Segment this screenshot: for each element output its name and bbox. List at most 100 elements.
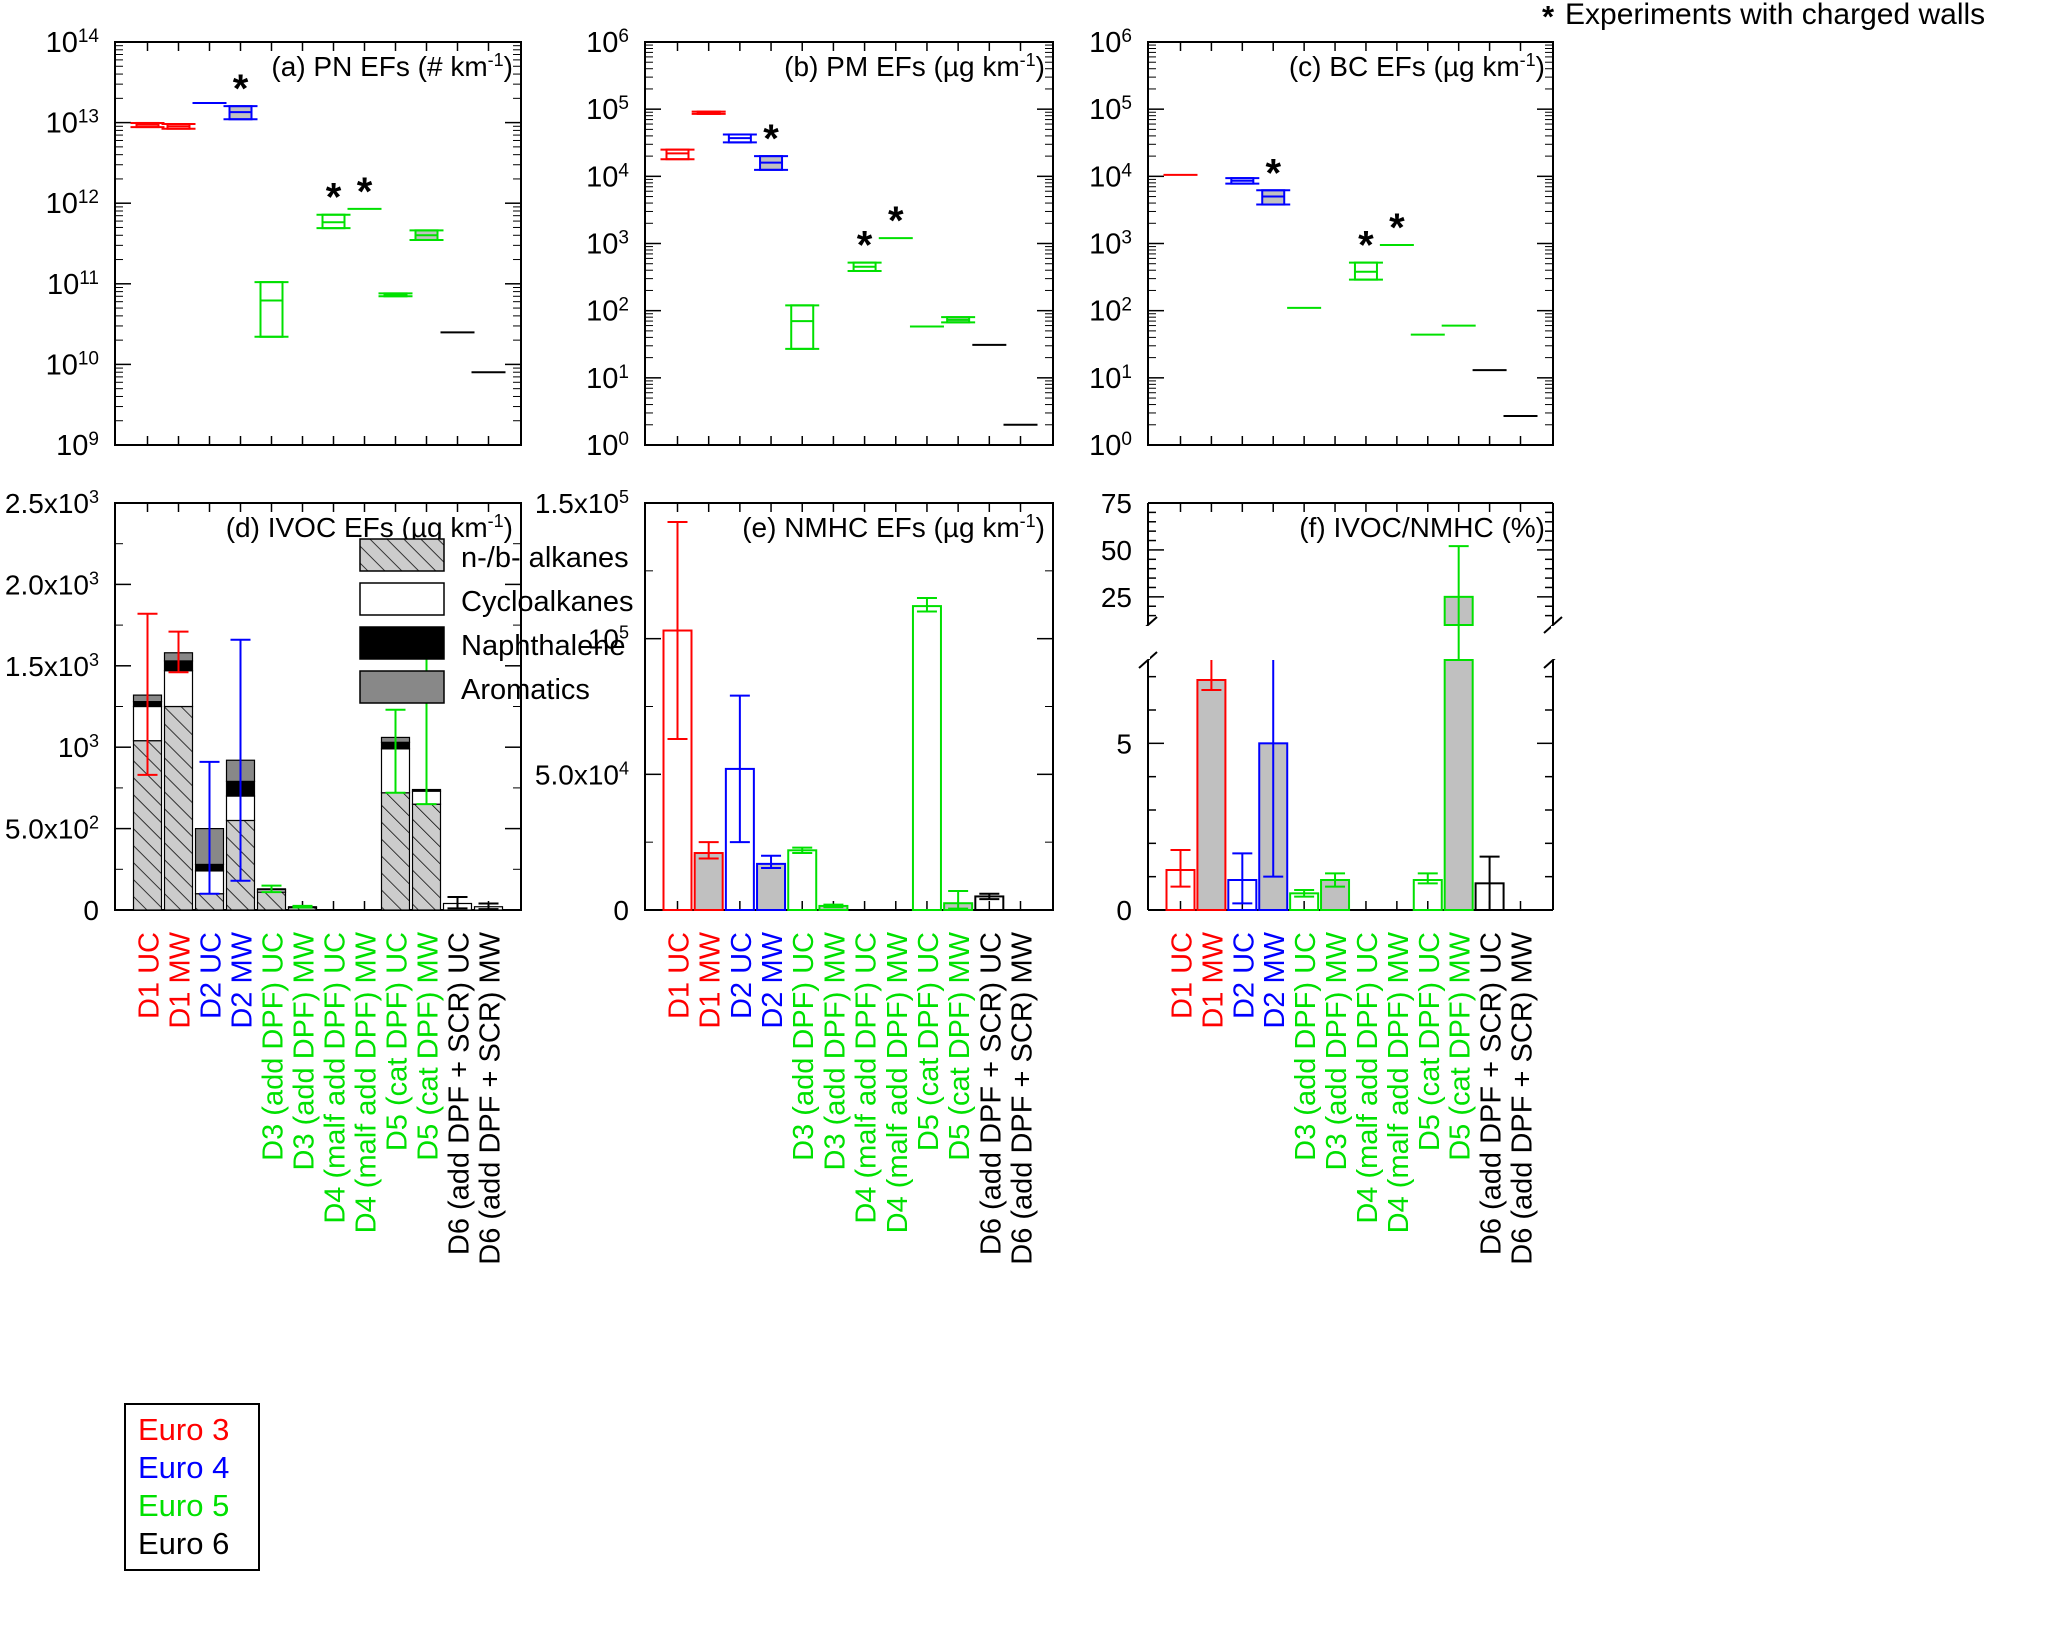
data-bar — [818, 903, 849, 911]
data-box — [691, 110, 726, 115]
charged-wall-star: * — [326, 176, 342, 220]
charged-wall-star: * — [1389, 206, 1405, 250]
euro-legend-item: Euro 6 — [138, 1526, 230, 1561]
category-label: D6 (add DPF + SCR) MW — [1507, 931, 1539, 1264]
category-label: D1 UC — [664, 932, 696, 1019]
y-tick-label: 103 — [1089, 227, 1132, 261]
charged-wall-star: * — [888, 199, 904, 243]
chart-panel-a: 109 1010 1011 1012 1013 1014 (a) PN EFs (# km-… — [46, 26, 522, 462]
bar-segment-cycloalkanes — [163, 670, 194, 708]
y-tick-label: 0 — [613, 895, 629, 926]
data-box: * — [878, 199, 913, 243]
chart-panel-e: 0 5.0x104 105 1.5x105 (e) NMHC EFs (µg km-1) — [535, 487, 1054, 926]
data-box: * — [347, 170, 382, 214]
y-tick-label: 5.0x104 — [535, 758, 629, 790]
y-tick-label: 75 — [1101, 488, 1132, 519]
data-bar — [163, 630, 194, 911]
y-tick-label: 101 — [586, 361, 629, 395]
data-bar — [662, 520, 693, 911]
category-label: D4 (malf add DPF) UC — [1352, 932, 1384, 1224]
data-bar — [724, 694, 755, 912]
category-label: D5 (cat DPF) UC — [1414, 932, 1446, 1151]
legend-swatch — [359, 670, 445, 704]
data-box — [660, 148, 695, 161]
data-bar — [194, 760, 225, 911]
y-tick-label: 105 — [586, 93, 629, 127]
axis-break-mark — [1543, 616, 1563, 634]
legend-label: n-/b- alkanes — [461, 542, 629, 574]
category-label: D6 (add DPF + SCR) MW — [1007, 931, 1039, 1264]
category-label: D1 MW — [695, 931, 727, 1028]
y-tick-label: 1.5x103 — [5, 650, 99, 682]
panel-title: (e) NMHC EFs (µg km-1) — [742, 511, 1045, 543]
y-tick-label: 103 — [58, 731, 99, 763]
data-bar — [1258, 660, 1289, 911]
y-tick-label: 0 — [1116, 895, 1132, 926]
y-tick-label: 105 — [1089, 93, 1132, 127]
y-tick-label: 1011 — [47, 267, 99, 301]
data-bar — [756, 854, 787, 912]
y-tick-label: 25 — [1101, 582, 1132, 613]
data-bar — [787, 846, 818, 911]
data-bar — [132, 612, 163, 911]
euro-legend-item: Euro 5 — [138, 1488, 230, 1523]
category-label: D2 MW — [227, 931, 259, 1028]
category-label: D4 (malf add DPF) MW — [1383, 931, 1415, 1233]
category-label: D3 (add DPF) UC — [788, 932, 820, 1161]
axis-break-gap — [1551, 626, 1565, 659]
panel-title: (c) BC EFs (µg km-1) — [1289, 50, 1545, 82]
y-tick-label: 104 — [586, 160, 629, 194]
y-tick-label: 106 — [1089, 26, 1132, 60]
bar-segment-alkanes — [256, 891, 287, 911]
legend-label: Aromatics — [461, 674, 590, 706]
y-tick-label: 100 — [1089, 429, 1132, 463]
y-tick-label: 102 — [586, 294, 629, 328]
data-box — [254, 281, 289, 338]
charged-wall-star: * — [1358, 224, 1374, 268]
charged-walls-note: * Experiments with charged walls — [1542, 0, 1985, 34]
data-bar — [1320, 872, 1351, 911]
data-box — [161, 123, 196, 130]
panel-title: (d) IVOC EFs (µg km-1) — [226, 511, 513, 543]
plot-frame — [644, 41, 1054, 446]
category-label: D2 UC — [1228, 932, 1260, 1019]
category-label: D1 MW — [1197, 931, 1229, 1028]
euro-legend-item: Euro 3 — [138, 1412, 230, 1447]
category-label: D3 (add DPF) UC — [258, 932, 290, 1161]
y-tick-label: 102 — [1089, 294, 1132, 328]
data-bar — [693, 841, 724, 912]
y-tick-label: 5 — [1116, 728, 1132, 759]
y-tick-label: 101 — [1089, 361, 1132, 395]
y-tick-label: 106 — [586, 26, 629, 60]
bar-body — [911, 605, 942, 912]
y-tick-label: 105 — [588, 623, 629, 655]
data-box-body — [665, 148, 690, 161]
data-bar — [943, 890, 974, 912]
panel-title: (b) PM EFs (µg km-1) — [784, 50, 1045, 82]
legend-swatch — [359, 626, 445, 660]
panel-title: (a) PN EFs (# km-1) — [271, 50, 513, 82]
charged-wall-star: * — [357, 170, 373, 214]
data-box — [722, 133, 757, 144]
data-bar — [1289, 889, 1320, 911]
euro-legend: Euro 3 Euro 4 Euro 5 Euro 6 — [124, 1403, 260, 1571]
bar-body — [756, 862, 787, 912]
charged-wall-star: * — [1265, 151, 1281, 195]
data-bar — [1165, 849, 1196, 911]
bar-body-lower — [1443, 659, 1474, 911]
y-tick-label: 1012 — [46, 187, 99, 221]
data-bar — [911, 596, 942, 912]
y-tick-label: 104 — [1089, 160, 1132, 194]
legend-label: Cycloalkanes — [461, 586, 633, 618]
axis-break-mark — [1138, 651, 1158, 669]
bar-body — [1196, 679, 1227, 911]
category-label: D3 (add DPF) UC — [1290, 932, 1322, 1161]
y-tick-label: 5.0x102 — [5, 813, 99, 845]
category-label: D3 (add DPF) MW — [289, 931, 321, 1170]
chart-panel-b: 100 101 102 103 104 105 106 (b) PM EFs (µg km-1… — [586, 26, 1054, 462]
data-bar — [287, 904, 318, 911]
